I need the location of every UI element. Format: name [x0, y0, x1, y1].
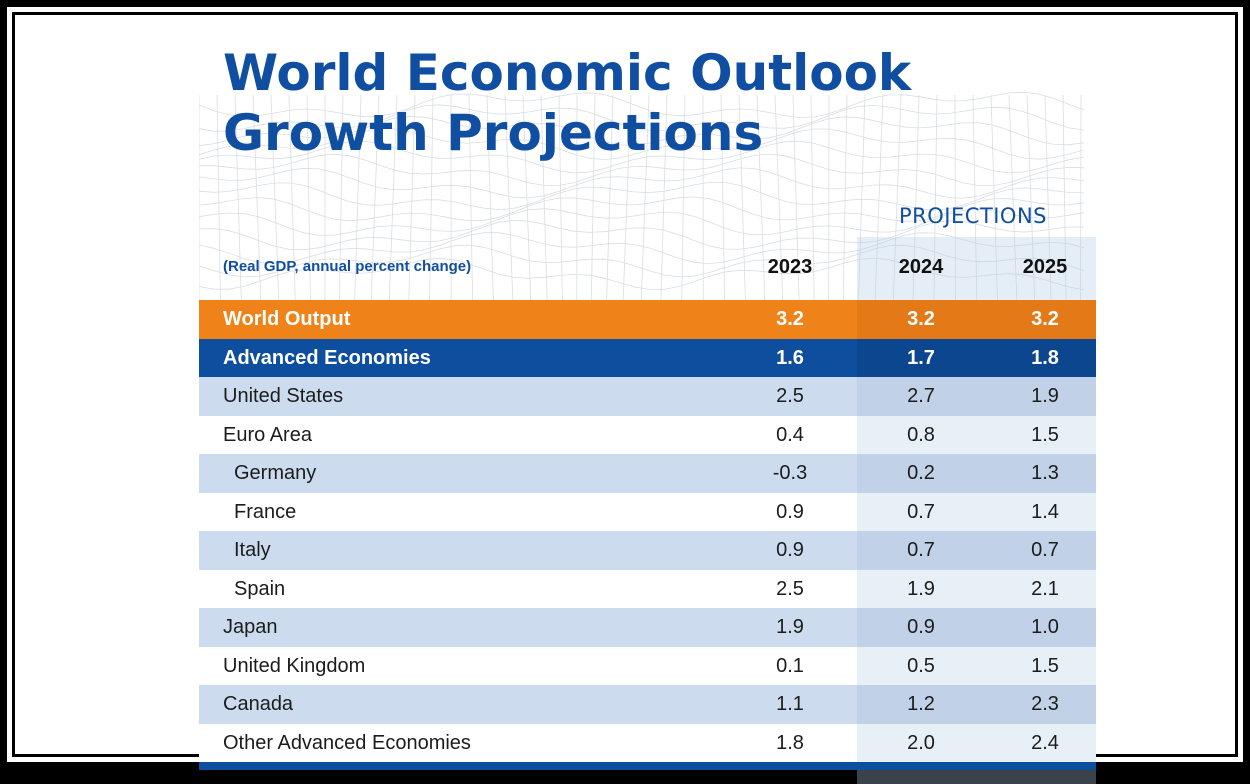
table-row: World Output 3.2 3.2 3.2	[199, 300, 1096, 339]
cell-value-2024: 0.9	[886, 608, 956, 647]
table-row: Germany -0.3 0.2 1.3	[199, 454, 1096, 493]
row-label: Other Advanced Economies	[223, 724, 471, 763]
subtitle: (Real GDP, annual percent change)	[223, 258, 471, 275]
cell-value-2024: 1.2	[886, 685, 956, 724]
cell-value-2025: 1.3	[1010, 454, 1080, 493]
cell-value-2025: 2.4	[1010, 724, 1080, 763]
mesh-line	[199, 168, 1084, 198]
row-label: Advanced Economies	[223, 339, 431, 378]
table-row: Other Advanced Economies 1.8 2.0 2.4	[199, 724, 1096, 763]
row-label: United States	[223, 377, 343, 416]
cell-value-2024: 3.2	[886, 300, 956, 339]
cell-value-2025: 1.5	[1010, 416, 1080, 455]
cell-value-2023: 3.2	[755, 300, 825, 339]
table-row: Advanced Economies 1.6 1.7 1.8	[199, 339, 1096, 378]
cell-value-2025: 1.5	[1010, 647, 1080, 686]
row-label: Spain	[234, 570, 285, 609]
table-row: Italy 0.9 0.7 0.7	[199, 531, 1096, 570]
cell-value-2023: 0.9	[755, 531, 825, 570]
row-label: Italy	[234, 531, 271, 570]
table-row: Japan 1.9 0.9 1.0	[199, 608, 1096, 647]
column-header-2025: 2025	[1010, 256, 1080, 279]
table-row: France 0.9 0.7 1.4	[199, 493, 1096, 532]
title-line-1: World Economic Outlook	[223, 43, 911, 103]
table-row: Euro Area 0.4 0.8 1.5	[199, 416, 1096, 455]
cell-value-2023: 1.6	[755, 339, 825, 378]
cell-value-2024: 0.5	[886, 647, 956, 686]
row-label: World Output	[223, 300, 350, 339]
cell-value-2023: 1.9	[755, 608, 825, 647]
column-header-2023: 2023	[755, 256, 825, 279]
cell-value-2024: 2.0	[886, 724, 956, 763]
row-label: Japan	[223, 608, 278, 647]
cell-value-2024: 0.7	[886, 493, 956, 532]
table-row: United Kingdom 0.1 0.5 1.5	[199, 647, 1096, 686]
cell-value-2024: 1.7	[886, 339, 956, 378]
inner-frame: World Economic Outlook Growth Projection…	[12, 12, 1238, 757]
cell-value-2024: 1.9	[886, 570, 956, 609]
cell-value-2023: -0.3	[755, 454, 825, 493]
table-row: United States 2.5 2.7 1.9	[199, 377, 1096, 416]
cell-value-2024: 0.2	[886, 454, 956, 493]
cell-value-2025: 1.9	[1010, 377, 1080, 416]
cell-value-2025: 2.1	[1010, 570, 1080, 609]
column-header-2024: 2024	[886, 256, 956, 279]
cell-value-2023: 2.5	[755, 570, 825, 609]
cell-value-2025: 0.7	[1010, 531, 1080, 570]
row-label: France	[234, 493, 296, 532]
table-row: Canada 1.1 1.2 2.3	[199, 685, 1096, 724]
cell-value-2023: 2.5	[755, 377, 825, 416]
cell-value-2023: 0.1	[755, 647, 825, 686]
mesh-line	[217, 95, 220, 300]
cell-value-2023: 0.9	[755, 493, 825, 532]
row-label: United Kingdom	[223, 647, 365, 686]
row-label: Canada	[223, 685, 293, 724]
cell-value-2025: 1.0	[1010, 608, 1080, 647]
row-label: Euro Area	[223, 416, 312, 455]
cell-value-2023: 1.1	[755, 685, 825, 724]
page-title: World Economic Outlook Growth Projection…	[223, 43, 911, 163]
cell-value-2025: 1.4	[1010, 493, 1080, 532]
cell-value-2025: 3.2	[1010, 300, 1080, 339]
cell-value-2023: 0.4	[755, 416, 825, 455]
projections-label: PROJECTIONS	[893, 204, 1053, 228]
cell-value-2025: 1.8	[1010, 339, 1080, 378]
table-row: Spain 2.5 1.9 2.1	[199, 570, 1096, 609]
table-body: World Output 3.2 3.2 3.2 Advanced Economies 1…	[199, 300, 1096, 762]
row-label: Germany	[234, 454, 316, 493]
cell-value-2024: 0.8	[886, 416, 956, 455]
cell-value-2024: 0.7	[886, 531, 956, 570]
cell-value-2025: 2.3	[1010, 685, 1080, 724]
title-line-2: Growth Projections	[223, 103, 911, 163]
cell-value-2023: 1.8	[755, 724, 825, 763]
cell-value-2024: 2.7	[886, 377, 956, 416]
table-panel: World Economic Outlook Growth Projection…	[199, 15, 1096, 784]
